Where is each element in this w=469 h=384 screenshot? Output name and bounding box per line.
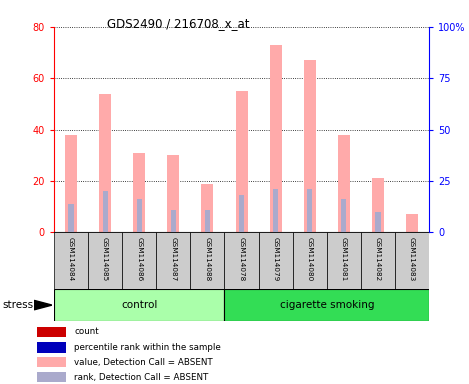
Bar [37, 326, 66, 337]
Bar [341, 199, 347, 232]
Text: GSM114085: GSM114085 [102, 237, 108, 281]
Text: GSM114087: GSM114087 [170, 237, 176, 281]
Bar [361, 232, 395, 289]
Text: count: count [74, 327, 99, 336]
Bar [307, 189, 312, 232]
Text: GSM114088: GSM114088 [204, 237, 211, 281]
Text: GSM114084: GSM114084 [68, 237, 74, 281]
Text: control: control [121, 300, 158, 310]
Bar [202, 184, 213, 232]
Bar [88, 232, 122, 289]
Bar [65, 135, 77, 232]
Text: GSM114083: GSM114083 [409, 237, 415, 281]
Text: GSM114079: GSM114079 [272, 237, 279, 281]
Text: stress: stress [2, 300, 33, 310]
Bar [190, 232, 225, 289]
Polygon shape [34, 300, 52, 310]
Bar [99, 94, 111, 232]
Text: GSM114082: GSM114082 [375, 237, 381, 281]
Bar [156, 232, 190, 289]
Bar [225, 289, 429, 321]
Bar [258, 232, 293, 289]
Bar [338, 135, 350, 232]
Text: percentile rank within the sample: percentile rank within the sample [74, 343, 221, 352]
Bar [136, 199, 142, 232]
Bar [37, 372, 66, 382]
Bar [239, 195, 244, 232]
Bar [225, 232, 258, 289]
Text: GSM114078: GSM114078 [239, 237, 244, 281]
Bar [54, 289, 225, 321]
Bar [122, 232, 156, 289]
Bar [205, 210, 210, 232]
Text: GSM114080: GSM114080 [307, 237, 313, 281]
Bar [406, 214, 418, 232]
Bar [375, 212, 380, 232]
Text: rank, Detection Call = ABSENT: rank, Detection Call = ABSENT [74, 373, 209, 382]
Bar [327, 232, 361, 289]
Bar [171, 210, 176, 232]
Text: cigarette smoking: cigarette smoking [280, 300, 374, 310]
Text: GDS2490 / 216708_x_at: GDS2490 / 216708_x_at [107, 17, 250, 30]
Bar [293, 232, 327, 289]
Bar [37, 342, 66, 353]
Text: GSM114081: GSM114081 [341, 237, 347, 281]
Bar [37, 357, 66, 367]
Bar [133, 153, 145, 232]
Bar [273, 189, 278, 232]
Bar [395, 232, 429, 289]
Bar [68, 204, 74, 232]
Bar [270, 45, 281, 232]
Bar [167, 155, 179, 232]
Bar [54, 232, 88, 289]
Text: value, Detection Call = ABSENT: value, Detection Call = ABSENT [74, 358, 213, 367]
Bar [103, 191, 108, 232]
Bar [235, 91, 248, 232]
Bar [304, 60, 316, 232]
Bar [372, 179, 384, 232]
Text: GSM114086: GSM114086 [136, 237, 142, 281]
